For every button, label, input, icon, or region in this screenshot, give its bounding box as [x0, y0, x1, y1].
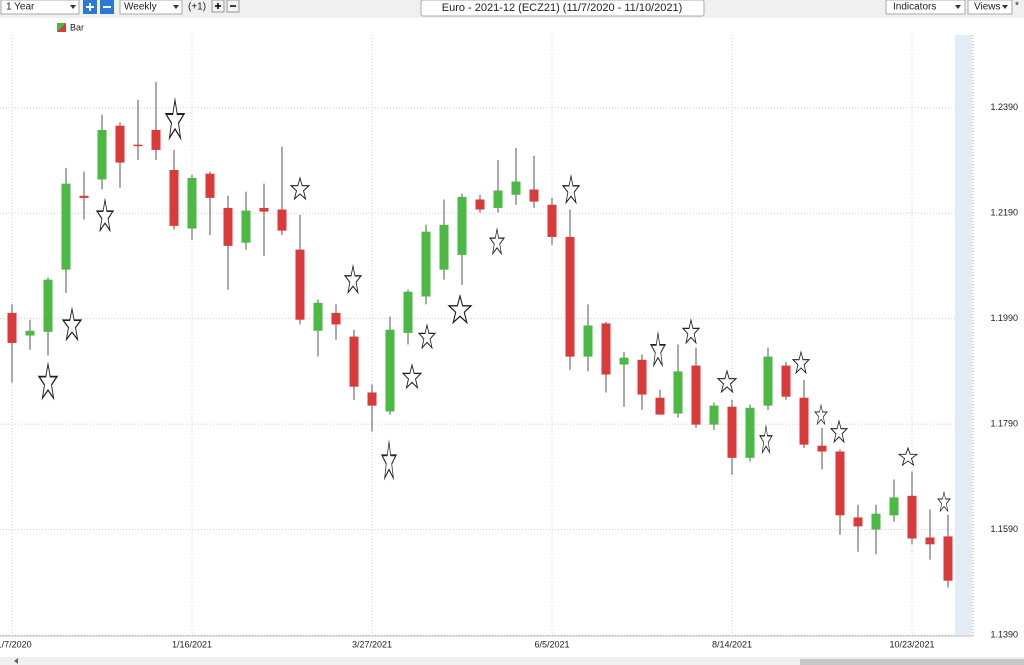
candle-body: [583, 325, 593, 357]
candle-body: [79, 195, 89, 198]
candle-body: [727, 406, 737, 458]
candle-body: [331, 312, 341, 325]
candle-body: [781, 365, 791, 397]
future-area: [955, 35, 972, 635]
x-tick-label: 8/14/2021: [712, 639, 752, 649]
candle-body: [871, 513, 881, 530]
candle-body: [745, 407, 755, 458]
candle-body: [835, 451, 845, 516]
candle-body: [259, 207, 269, 212]
candle-body: [601, 323, 611, 375]
offset-label: (+1): [188, 2, 206, 13]
candle-body: [889, 497, 899, 516]
y-tick-label: 1.1590: [990, 524, 1018, 534]
candle-body: [241, 210, 251, 243]
candle-body: [637, 359, 647, 395]
y-tick-label: 1.1790: [990, 418, 1018, 428]
candle-body: [133, 144, 143, 147]
scrollbar[interactable]: [0, 657, 1024, 665]
interval-label: Weekly: [124, 2, 157, 13]
candle-body: [277, 209, 287, 231]
candle-body: [187, 177, 197, 229]
candle-body: [439, 224, 449, 270]
candle-body: [529, 189, 539, 202]
title-box: [420, 0, 705, 17]
candle-body: [799, 397, 809, 445]
candle-body: [169, 169, 179, 226]
y-tick-label: 1.2390: [990, 102, 1018, 112]
indicators-select[interactable]: [885, 0, 966, 15]
candle-body: [43, 279, 53, 332]
candle-body: [61, 183, 71, 270]
plus-icon: [215, 3, 221, 9]
candle-body: [547, 204, 557, 237]
candle-body: [925, 537, 935, 545]
candle-body: [691, 365, 701, 425]
candle-body: [565, 236, 575, 357]
candle-body: [385, 329, 395, 412]
views-label: Views: [974, 2, 1001, 13]
indicators-label: Indicators: [893, 2, 936, 13]
candle-body: [151, 129, 161, 150]
candle-body: [403, 291, 413, 333]
x-tick-label: 6/5/2021: [534, 639, 569, 649]
candle-body: [421, 231, 431, 297]
range-label: 1 Year: [6, 2, 35, 13]
x-tick-label: 1/16/2021: [172, 639, 212, 649]
candle-body: [853, 517, 863, 527]
dropdown-arrow: [955, 5, 961, 9]
candle-body: [349, 336, 359, 387]
x-tick-label: 3/27/2021: [352, 639, 392, 649]
candle-body: [763, 356, 773, 406]
candle-body: [709, 405, 719, 425]
star-label: *: [1015, 1, 1019, 12]
chart-title: Euro - 2021-12 (ECZ21) (11/7/2020 - 11/1…: [442, 2, 683, 14]
candle-body: [943, 536, 953, 581]
dropdown-arrow: [1002, 5, 1008, 9]
candle-body: [295, 249, 305, 320]
candle-body: [115, 125, 125, 163]
plus-icon: [86, 3, 94, 11]
candle-body: [223, 207, 233, 246]
x-tick-label: 11/7/2020: [0, 639, 32, 649]
candle-body: [367, 392, 377, 406]
candle-body: [817, 445, 827, 452]
scroll-thumb[interactable]: [800, 659, 1024, 665]
y-tick-label: 1.2190: [990, 208, 1018, 218]
legend-label: Bar: [70, 22, 84, 32]
candle-body: [673, 371, 683, 414]
candle-body: [205, 173, 215, 198]
candle-body: [97, 129, 107, 180]
scroll-left[interactable]: [14, 658, 18, 664]
candle-body: [907, 495, 917, 539]
candle-body: [313, 302, 323, 331]
y-tick-label: 1.1390: [990, 629, 1018, 639]
interval-select[interactable]: [119, 0, 183, 15]
candle-body: [7, 312, 17, 343]
candle-body: [655, 397, 665, 415]
y-tick-label: 1.1990: [990, 313, 1018, 323]
views-select[interactable]: [967, 0, 1013, 15]
legend-swatch: [57, 23, 66, 32]
range-select[interactable]: [0, 0, 80, 15]
candle-body: [619, 357, 629, 365]
signal-markers: [38, 99, 951, 512]
candle-body: [511, 181, 521, 195]
dropdown-arrow: [70, 5, 76, 9]
candle-body: [457, 196, 467, 255]
candle-body: [493, 190, 503, 208]
dropdown-arrow: [173, 5, 179, 9]
candle-body: [475, 199, 485, 210]
candle-body: [25, 330, 35, 336]
x-tick-label: 10/23/2021: [889, 639, 934, 649]
